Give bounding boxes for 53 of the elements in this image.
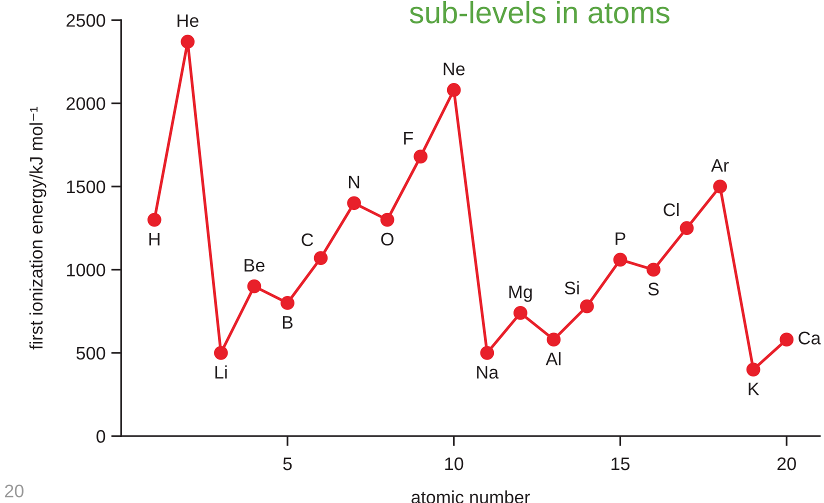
annotation: Na: [477, 366, 499, 379]
y-tick-label: 2000: [66, 97, 106, 110]
annotation: Ar: [711, 159, 729, 172]
annotation: K: [748, 382, 760, 396]
point: [780, 332, 794, 347]
point: [214, 346, 228, 360]
chart-title: sub-levels in atoms: [410, 1, 670, 24]
point: [347, 196, 361, 210]
annotation: N: [349, 176, 360, 188]
y-tick-label: 2500: [66, 14, 106, 27]
x-tick-label: 20: [777, 457, 796, 470]
annotation: Ne: [444, 62, 465, 76]
annotation: Cl: [664, 202, 679, 216]
annotation: Be: [244, 259, 264, 272]
y-tick-label: 0: [96, 430, 106, 443]
y-tick-label: 1000: [67, 264, 106, 276]
x-tick-label: 5: [283, 458, 292, 470]
point: [380, 212, 394, 227]
point: [480, 346, 494, 360]
point: [613, 252, 628, 267]
annotation: Li: [215, 365, 227, 378]
x-tick-label: 15: [612, 458, 630, 470]
point: [713, 180, 728, 194]
point: [414, 150, 428, 164]
point: [680, 221, 694, 236]
annotation: Al: [546, 352, 561, 366]
annotation: O: [381, 232, 394, 246]
annotation: He: [178, 14, 198, 28]
point: [314, 251, 328, 266]
point: [580, 299, 594, 314]
annotation: C: [302, 233, 314, 246]
point: [280, 296, 294, 310]
annotation: Mg: [509, 286, 532, 302]
point: [446, 83, 461, 97]
annotation: Si: [564, 281, 579, 294]
point: [147, 212, 162, 227]
point: [180, 34, 195, 49]
annotation: Ca: [798, 332, 821, 344]
y-tick-label: 500: [76, 346, 106, 360]
point: [746, 362, 760, 376]
point: [513, 306, 528, 320]
annotation: P: [616, 232, 626, 245]
annotation: H: [149, 232, 160, 246]
text: 20: [5, 484, 24, 498]
x-tick-label: 10: [445, 457, 464, 470]
point: [546, 332, 561, 347]
point: [247, 279, 262, 294]
annotation: B: [282, 316, 293, 329]
point: [646, 262, 660, 277]
y-axis-title: first ionization energy/kJ mol⁻¹: [29, 106, 46, 350]
annotation: F: [404, 132, 413, 144]
annotation: S: [648, 282, 659, 296]
y-tick-label: 1500: [67, 180, 106, 194]
